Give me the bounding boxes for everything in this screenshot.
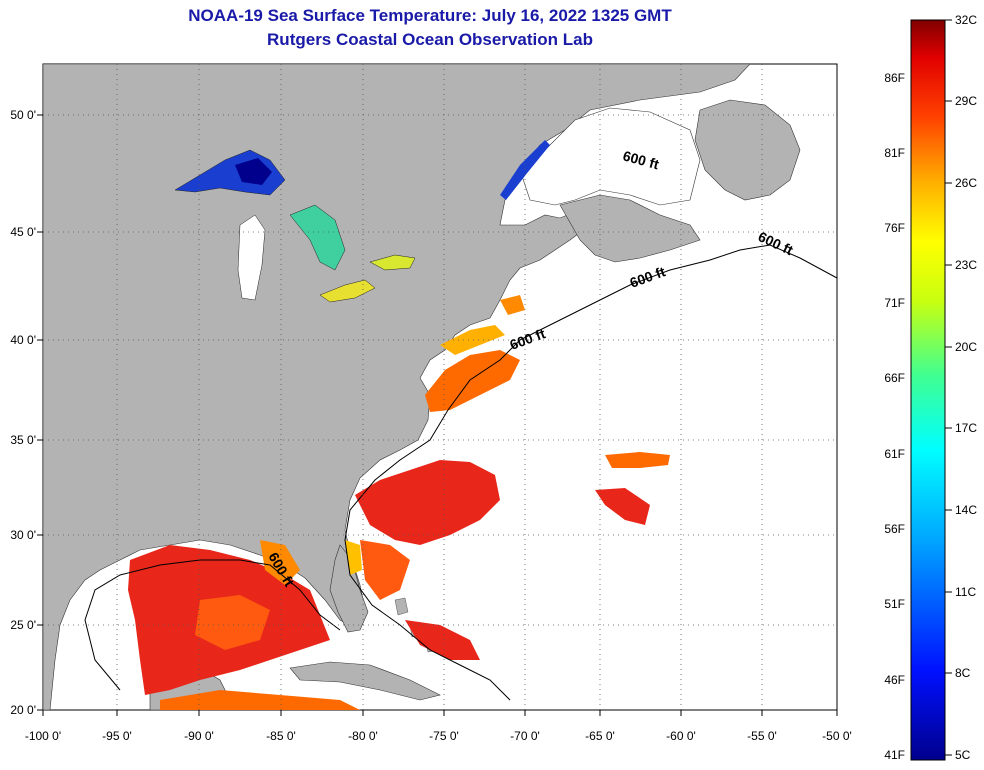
lon-tick-label: -60 0' [666, 729, 696, 743]
colorbar-f-label: 41F [884, 748, 905, 762]
colorbar-f-label: 71F [884, 296, 905, 310]
latitude-ticks: 50 0' 45 0' 40 0' 35 0' 30 0' 25 0' 20 0' [10, 108, 43, 717]
map-title: NOAA-19 Sea Surface Temperature: July 16… [188, 6, 672, 25]
lon-tick-label: -80 0' [348, 729, 378, 743]
lake-ontario [369, 254, 416, 271]
lake-michigan [237, 214, 266, 301]
sst-gulf-of-mexico [128, 540, 360, 710]
land-maritimes [559, 194, 701, 263]
lon-tick-label: -70 0' [510, 729, 540, 743]
map-subtitle: Rutgers Coastal Ocean Observation Lab [267, 30, 593, 49]
land-newfoundland [694, 99, 801, 201]
colorbar-c-label: 29C [955, 94, 977, 108]
colorbar-c-label: 20C [955, 340, 977, 354]
colorbar-celsius-labels: 32C 29C 26C 23C 20C 17C 14C 11C 8C 5C [945, 13, 977, 762]
lon-tick-label: -55 0' [747, 729, 777, 743]
lon-tick-label: -75 0' [429, 729, 459, 743]
colorbar-f-label: 66F [884, 371, 905, 385]
colorbar-f-label: 61F [884, 447, 905, 461]
colorbar-c-label: 5C [955, 748, 971, 762]
colorbar-c-label: 11C [955, 585, 976, 599]
colorbar-c-label: 26C [955, 176, 977, 190]
colorbar-c-label: 8C [955, 666, 971, 680]
lat-tick-label: 50 0' [10, 108, 36, 122]
colorbar-fahrenheit-labels: 86F 81F 76F 71F 66F 61F 56F 51F 46F 41F [884, 71, 905, 762]
lon-tick-label: -85 0' [266, 729, 296, 743]
colorbar-f-label: 76F [884, 221, 905, 235]
colorbar-f-label: 46F [884, 673, 905, 687]
lat-tick-label: 35 0' [10, 433, 36, 447]
contour-600ft [84, 244, 837, 701]
lon-tick-label: -50 0' [822, 729, 852, 743]
colorbar-c-label: 17C [955, 421, 977, 435]
lat-tick-label: 25 0' [10, 618, 36, 632]
longitude-ticks: -100 0' -95 0' -90 0' -85 0' -80 0' -75 0' -70… [25, 710, 852, 743]
lake-superior-center [235, 158, 272, 185]
lat-tick-label: 30 0' [10, 528, 36, 542]
lon-tick-label: -65 0' [585, 729, 615, 743]
colorbar-f-label: 86F [884, 71, 905, 85]
land-cuba [289, 661, 441, 701]
colorbar-c-label: 14C [955, 503, 977, 517]
lat-tick-label: 40 0' [10, 333, 36, 347]
colorbar-c-label: 32C [955, 13, 977, 27]
lon-tick-label: -100 0' [25, 729, 61, 743]
colorbar-c-label: 23C [955, 258, 977, 272]
land-florida [329, 544, 369, 633]
gulf-st-lawrence [519, 107, 701, 206]
colorbar-f-label: 51F [884, 597, 905, 611]
colorbar [910, 19, 946, 761]
colorbar-f-label: 81F [884, 146, 905, 160]
sst-atlantic [345, 295, 670, 660]
lon-tick-label: -90 0' [184, 729, 214, 743]
lake-erie [319, 279, 376, 303]
colorbar-f-label: 56F [884, 522, 905, 536]
lat-tick-label: 20 0' [10, 703, 36, 717]
lat-tick-label: 45 0' [10, 225, 36, 239]
lake-huron [289, 204, 346, 271]
lon-tick-label: -95 0' [102, 729, 132, 743]
